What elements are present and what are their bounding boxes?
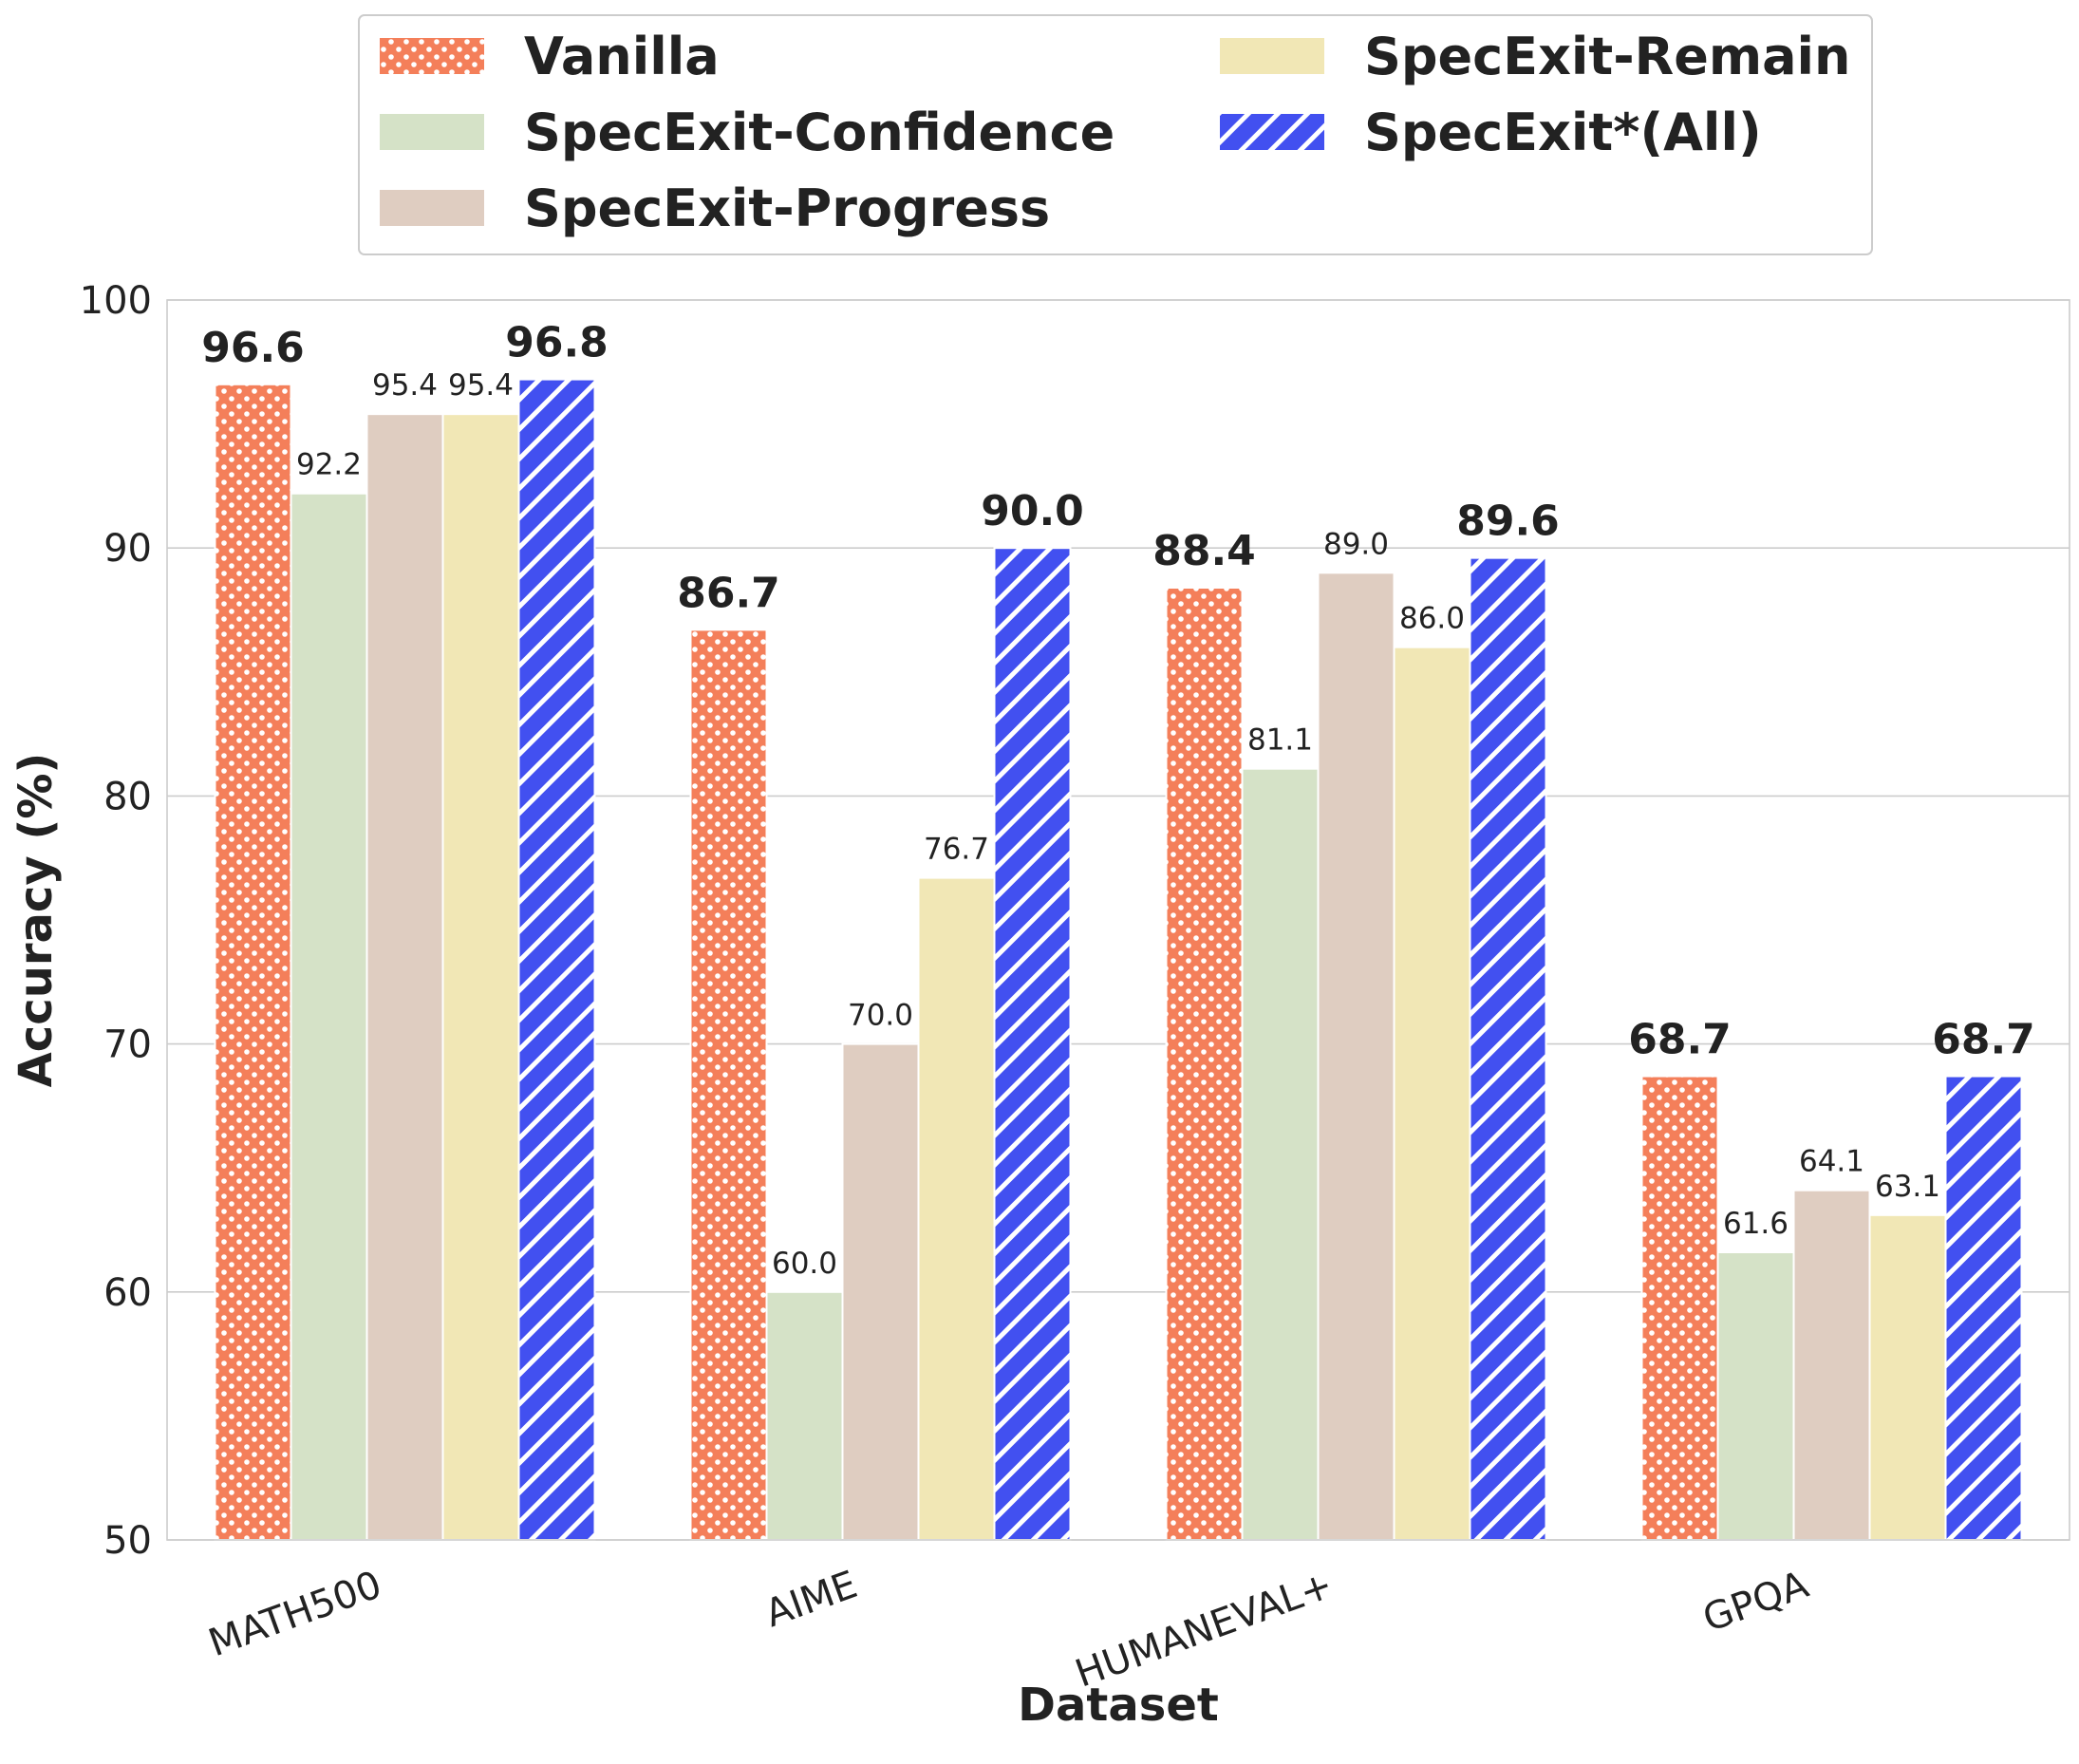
bar-specexit-remain [917, 876, 996, 1541]
x-axis-label: Dataset [1018, 1679, 1219, 1732]
y-tick-label: 100 [80, 279, 152, 323]
legend-swatch [380, 190, 484, 226]
bar-specexit-remain [1868, 1213, 1947, 1541]
bar-specexit-progress [1792, 1189, 1871, 1541]
legend-label: SpecExit-Remain [1364, 27, 1851, 86]
data-label: 60.0 [772, 1247, 837, 1281]
legend-swatch [380, 114, 484, 150]
y-tick-label: 70 [103, 1023, 152, 1067]
bar-specexit-confidence [1241, 767, 1320, 1541]
legend-frame [358, 14, 1873, 255]
data-label: 76.7 [924, 833, 989, 867]
x-tick-label: MATH500 [203, 1563, 387, 1665]
y-tick-label: 50 [103, 1519, 152, 1563]
data-label: 95.4 [372, 368, 438, 403]
legend-label: SpecExit*(All) [1364, 103, 1762, 162]
bar-specexit-progress [841, 1042, 920, 1541]
data-label: 89.6 [1456, 497, 1560, 546]
value-labels: 96.692.295.4 95.496.886.760.070.076.790.0… [201, 319, 2035, 1281]
bar-specexit-remain [441, 413, 520, 1542]
y-tick-label: 60 [103, 1271, 152, 1315]
bar-specexit-confidence [1716, 1251, 1795, 1542]
bar-specexit-all- [993, 547, 1072, 1542]
data-label: 70.0 [848, 999, 913, 1033]
y-tick-label: 80 [103, 775, 152, 818]
bar-vanilla [214, 383, 292, 1542]
legend-swatch [1220, 114, 1324, 150]
bar-specexit-confidence [765, 1290, 844, 1542]
y-tick-label: 90 [103, 527, 152, 571]
data-label: 88.4 [1152, 527, 1256, 575]
data-label: 64.1 [1799, 1145, 1864, 1179]
bars [214, 378, 2023, 1542]
legend-swatch [1220, 38, 1324, 74]
data-label: 90.0 [981, 487, 1084, 535]
legend-label: SpecExit-Progress [524, 178, 1050, 238]
bar-specexit-progress [1317, 572, 1395, 1541]
data-label: 81.1 [1247, 723, 1313, 758]
data-label: 89.0 [1323, 527, 1389, 561]
plot-frame [166, 299, 2070, 1541]
y-axis-label: Accuracy (%) [9, 753, 63, 1088]
data-label: 68.7 [1628, 1016, 1732, 1064]
data-label: 92.2 [296, 448, 362, 482]
bar-specexit-progress [365, 413, 444, 1542]
data-label: 63.1 [1875, 1170, 1940, 1204]
data-label: 61.6 [1723, 1207, 1789, 1241]
data-label: 95.4 [448, 368, 514, 403]
bar-specexit-all- [1944, 1075, 2023, 1542]
bar-specexit-all- [1469, 556, 1547, 1542]
bar-specexit-confidence [290, 492, 368, 1542]
data-label: 86.0 [1399, 602, 1465, 636]
legend: Vanilla SpecExit-Remain SpecExit-Confidenc… [358, 14, 1873, 255]
bar-vanilla [1640, 1075, 1719, 1542]
bar-specexit-all- [517, 378, 596, 1542]
bar-vanilla [1165, 586, 1244, 1541]
legend-swatch [380, 38, 484, 74]
data-label: 96.8 [505, 319, 609, 367]
data-label: 68.7 [1932, 1016, 2035, 1064]
legend-label: SpecExit-Confidence [524, 103, 1114, 162]
bar-specexit-remain [1393, 646, 1471, 1541]
legend-label: Vanilla [524, 27, 720, 86]
bar-vanilla [689, 629, 768, 1541]
x-tick-label: GPQA [1697, 1563, 1814, 1641]
x-tick-label: AIME [759, 1563, 863, 1636]
data-label: 96.6 [201, 324, 305, 372]
data-label: 86.7 [677, 569, 780, 617]
x-tick-label: HUMANEVAL+ [1070, 1563, 1339, 1696]
